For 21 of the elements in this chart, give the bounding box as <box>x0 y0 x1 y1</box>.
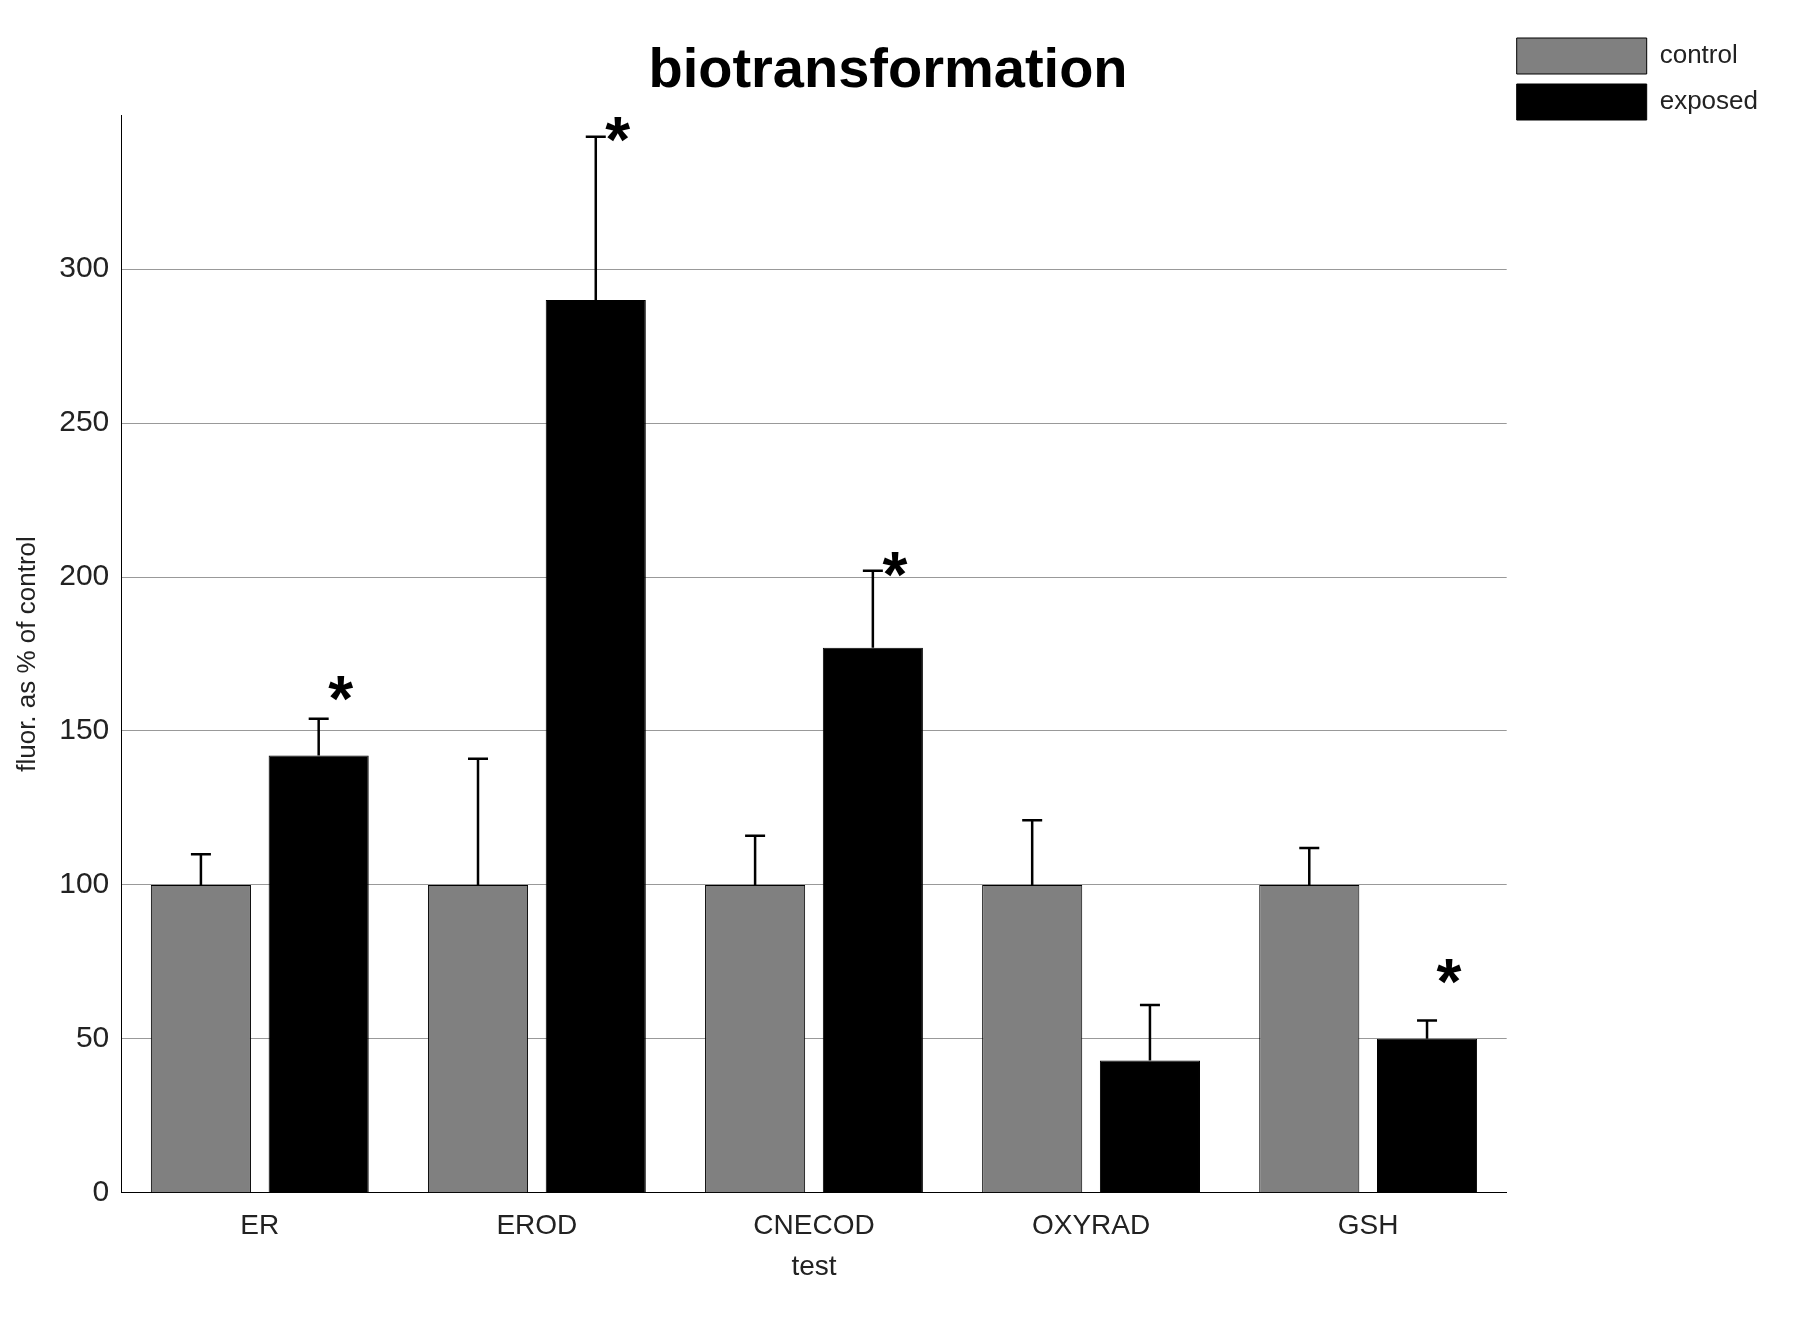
x-tick-label: OXYRAD <box>1031 1209 1151 1241</box>
legend-label: exposed <box>1659 85 1759 116</box>
y-tick-label: 0 <box>92 1174 110 1208</box>
y-tick-label: 150 <box>59 712 110 746</box>
y-tick-label: 100 <box>59 866 110 900</box>
data-label: * <box>605 104 631 177</box>
legend-label: control <box>1659 39 1738 70</box>
x-tick-label: EROD <box>496 1209 578 1241</box>
x-axis-title: test <box>791 1249 837 1281</box>
data-label: * <box>328 663 354 736</box>
y-tick-label: 250 <box>59 404 110 438</box>
data-label: * <box>882 538 908 611</box>
chart-title: biotransformation <box>648 36 1128 100</box>
y-tick-label: 300 <box>59 250 110 284</box>
y-tick-label: 200 <box>59 558 110 592</box>
x-tick-label: GSH <box>1337 1209 1399 1241</box>
x-tick-label: CNECOD <box>753 1209 875 1241</box>
data-label: * <box>1436 946 1462 1019</box>
x-tick-label: ER <box>240 1209 280 1241</box>
y-axis-title: fluor. as % of control <box>10 536 41 772</box>
y-tick-label: 50 <box>75 1020 110 1054</box>
